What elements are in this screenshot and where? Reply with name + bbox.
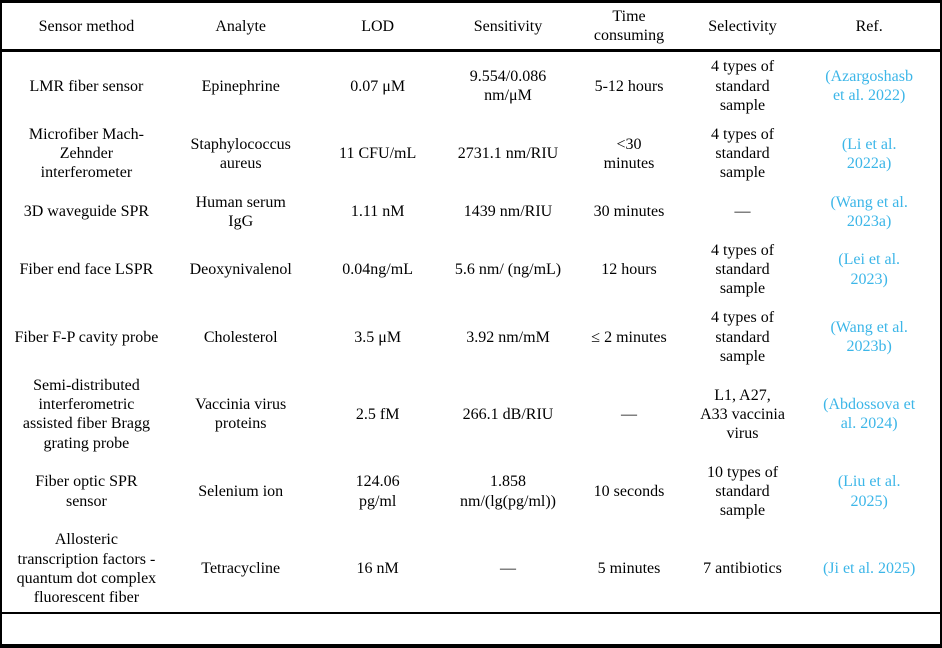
ref-citation[interactable]: (Wang et al. 2023b)	[830, 319, 908, 356]
table-cell: 3D waveguide SPR	[23, 203, 150, 221]
table-cell: Human serum IgG	[195, 193, 286, 230]
table-row: Semi-distributed interferometric assiste…	[2, 371, 940, 458]
table-cell: Vaccinia virus proteins	[195, 396, 287, 433]
table-cell: 4 types of standard sample	[710, 309, 775, 365]
table-cell: 9.554/0.086 nm/μM	[469, 67, 547, 105]
ref-citation[interactable]: (Li et al. 2022a)	[841, 135, 897, 172]
table-cell: 2.5 fM	[355, 405, 400, 423]
table-cell: 10 seconds	[593, 482, 665, 500]
column-header: Time consuming	[571, 3, 687, 53]
table-cell: 10 types of standard sample	[706, 463, 779, 520]
table-cell: 11 CFU/mL	[339, 145, 417, 163]
table-cell: LMR fiber sensor	[29, 77, 144, 95]
table-cell: Selenium ion	[198, 482, 284, 500]
table-cell: 1439 nm/RIU	[463, 203, 553, 221]
ref-citation[interactable]: (Lei et al. 2023)	[838, 251, 901, 288]
table-cell: Fiber F-P cavity probe	[14, 328, 159, 346]
table-cell: —	[734, 203, 751, 221]
table-cell: —	[621, 405, 637, 423]
table-row: Fiber end face LSPR Deoxynivalenol 0.04ng/…	[2, 236, 940, 304]
ref-citation[interactable]: (Azargoshasb et al. 2022)	[825, 67, 913, 105]
ref-citation[interactable]: (Wang et al. 2023a)	[830, 193, 908, 230]
column-header: Sensor method	[2, 3, 171, 53]
table-row: LMR fiber sensor Epinephrine 0.07 μM 9.554/…	[2, 51, 940, 120]
table-cell: —	[500, 560, 517, 578]
table-header-row: Sensor method Analyte LOD Sensitivity Time c…	[2, 3, 940, 53]
table-cell: Semi-distributed interferometric assiste…	[22, 377, 150, 452]
table-cell: Staphylococcus aureus	[190, 135, 291, 172]
table-cell: Fiber end face LSPR	[19, 261, 154, 279]
column-header: LOD	[310, 3, 445, 53]
ref-citation[interactable]: (Liu et al. 2025)	[837, 473, 901, 510]
table-cell: 5.6 nm/ (ng/mL)	[454, 261, 562, 279]
table-cell: 1.11 nM	[350, 203, 405, 221]
table-cell: 5 minutes	[597, 560, 661, 578]
table-row: Allosteric transcription factors - quant…	[2, 525, 940, 613]
table-cell: Deoxynivalenol	[189, 261, 292, 279]
table-cell: 0.04ng/mL	[342, 261, 413, 279]
table-cell: 2731.1 nm/RIU	[457, 145, 559, 163]
table-cell: 0.07 μM	[350, 77, 406, 95]
table-cell: Cholesterol	[203, 328, 278, 346]
table-cell: 7 antibiotics	[703, 560, 782, 578]
table-cell: Allosteric transcription factors - quant…	[16, 531, 157, 606]
table-cell: Microfiber Mach- Zehnder interferometer	[28, 125, 144, 182]
page-bottom-margin	[2, 614, 940, 644]
table-cell: 124.06 pg/ml	[355, 473, 400, 510]
table-cell: 4 types of standard sample	[710, 125, 775, 182]
table-row: Microfiber Mach- Zehnder interferometer S…	[2, 120, 940, 188]
ref-citation[interactable]: (Ji et al. 2025)	[822, 560, 916, 578]
table-row: Fiber optic SPR sensor Selenium ion 124.06…	[2, 458, 940, 526]
table-cell: 1.858 nm/(lg(pg/ml))	[460, 473, 556, 510]
table-cell: ≤ 2 minutes	[591, 328, 667, 346]
sensor-comparison-table: Sensor method Analyte LOD Sensitivity Time c…	[2, 3, 940, 615]
column-header: Analyte	[170, 3, 311, 53]
column-header: Selectivity	[686, 3, 799, 53]
ref-citation[interactable]: (Abdossova et al. 2024)	[823, 396, 916, 433]
table-cell: Tetracycline	[201, 560, 281, 578]
table-row: Fiber F-P cavity probe Cholesterol 3.5 μM 3…	[2, 303, 940, 371]
table-cell: <30 minutes	[603, 135, 655, 172]
table-cell: 3.5 μM	[354, 328, 402, 346]
table-cell: Fiber optic SPR sensor	[35, 473, 138, 510]
table-row: 3D waveguide SPR Human serum IgG 1.11 nM 14…	[2, 188, 940, 236]
table-cell: 12 hours	[601, 261, 657, 279]
table-cell: 3.92 nm/mM	[466, 328, 550, 346]
table-cell: 4 types of standard sample	[710, 58, 775, 114]
table-cell: Epinephrine	[201, 77, 280, 95]
table-cell: 5-12 hours	[594, 77, 664, 95]
table-cell: 4 types of standard sample	[710, 241, 775, 298]
table-cell: 30 minutes	[593, 203, 665, 221]
table-cell: L1, A27, A33 vaccinia virus	[700, 386, 785, 442]
column-header: Sensitivity	[444, 3, 572, 53]
table-cell: 16 nM	[356, 560, 399, 578]
table-cell: 266.1 dB/RIU	[462, 405, 554, 423]
column-header: Ref.	[798, 3, 940, 53]
